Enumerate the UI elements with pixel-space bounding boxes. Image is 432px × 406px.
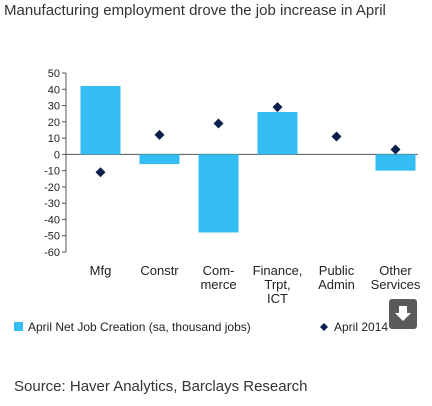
bar	[257, 112, 298, 155]
diamond-point	[154, 129, 165, 140]
category-label: Com-merce	[200, 263, 236, 292]
download-button[interactable]	[389, 299, 417, 329]
category-label: Finance, Trpt, ICT	[253, 263, 303, 306]
y-tick-label: 50	[48, 68, 60, 80]
diamond-point	[95, 167, 106, 178]
diamond-series	[95, 102, 401, 178]
download-arrow-icon	[395, 306, 411, 321]
y-tick-label: -50	[44, 231, 60, 243]
legend-label-bars: April Net Job Creation (sa, thousand job…	[28, 320, 251, 334]
diamond-point	[213, 118, 224, 129]
legend-swatch-bars	[14, 322, 23, 331]
category-label: Public Admin	[318, 263, 355, 292]
bar-series	[80, 86, 416, 233]
y-tick-label: 10	[48, 133, 60, 145]
y-tick-label: -60	[44, 247, 60, 259]
y-tick-label: 40	[48, 84, 60, 96]
category-labels: Mfg Constr Com-merce Finance, Trpt, ICT Public…	[90, 263, 421, 306]
chart-svg: 50 40 30 20 10 0 -10 -20 -30 -40 -50 -60 Mfg Constr C…	[14, 68, 421, 334]
y-tick-label: -20	[44, 182, 60, 194]
category-label: Other Services	[371, 263, 421, 292]
legend-marker-diamond	[320, 323, 328, 331]
y-tick-label: -30	[44, 198, 60, 210]
diamond-point	[390, 144, 401, 155]
diamond-point	[272, 102, 283, 113]
category-label: Constr	[140, 263, 179, 278]
bar	[198, 154, 239, 233]
bar	[139, 154, 180, 165]
legend: April Net Job Creation (sa, thousand job…	[14, 320, 388, 334]
chart-title: Manufacturing employment drove the job i…	[4, 2, 386, 19]
source-note: Source: Haver Analytics, Barclays Resear…	[14, 378, 308, 395]
y-tick-label: 30	[48, 101, 60, 113]
y-tick-label: 0	[54, 149, 60, 161]
y-axis: 50 40 30 20 10 0 -10 -20 -30 -40 -50 -60	[44, 68, 418, 259]
diamond-point	[331, 131, 342, 142]
y-tick-label: 20	[48, 117, 60, 129]
y-tick-label: -10	[44, 166, 60, 178]
bar	[375, 154, 416, 171]
legend-label-diamond: April 2014	[334, 320, 388, 334]
bar	[80, 86, 121, 155]
y-tick-label: -40	[44, 214, 60, 226]
category-label: Mfg	[90, 263, 112, 278]
